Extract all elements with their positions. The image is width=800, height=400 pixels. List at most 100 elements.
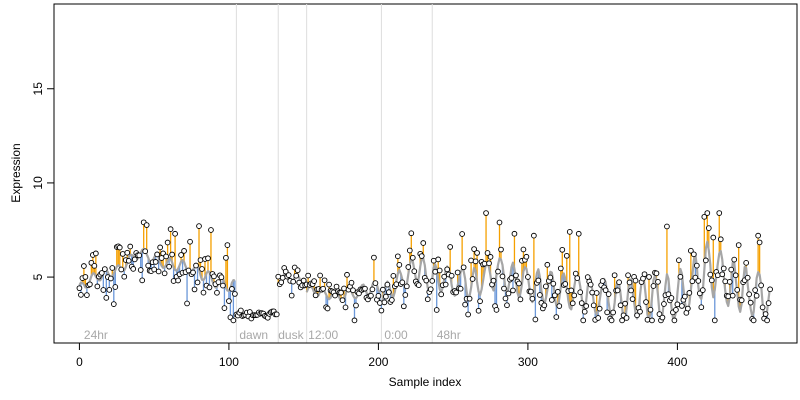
data-point	[647, 306, 654, 313]
data-point	[756, 239, 763, 246]
data-point	[418, 253, 425, 259]
data-point	[453, 289, 459, 296]
data-point	[688, 247, 694, 254]
data-point	[471, 246, 477, 252]
data-point	[726, 279, 733, 285]
data-point	[720, 265, 727, 272]
data-point	[516, 280, 522, 287]
data-point	[685, 305, 691, 312]
data-point	[427, 286, 434, 293]
data-point	[646, 274, 652, 280]
data-point	[405, 264, 412, 270]
data-point	[496, 219, 503, 226]
data-point	[161, 270, 168, 277]
data-point	[206, 284, 213, 291]
x-tick-label: 0	[76, 355, 83, 369]
data-point	[469, 276, 476, 282]
data-point	[510, 287, 516, 294]
data-point	[403, 283, 410, 290]
data-point	[731, 256, 738, 263]
data-point	[699, 287, 706, 293]
data-point	[224, 242, 231, 248]
data-point	[175, 277, 181, 284]
data-point	[542, 283, 549, 290]
data-point	[107, 275, 114, 282]
x-tick-label: 200	[368, 355, 388, 369]
data-point	[649, 317, 655, 324]
data-point	[716, 210, 723, 216]
data-point	[764, 317, 770, 324]
data-point	[294, 267, 301, 274]
data-point	[378, 307, 385, 314]
data-point	[196, 223, 202, 229]
data-point	[462, 301, 468, 308]
data-point	[273, 311, 280, 318]
data-point	[682, 293, 688, 300]
data-point	[554, 288, 561, 295]
data-point	[214, 289, 220, 296]
data-point	[753, 292, 760, 299]
data-point	[531, 232, 537, 239]
data-point	[537, 292, 543, 298]
data-point	[157, 244, 163, 251]
data-point	[653, 270, 660, 277]
data-point	[197, 257, 204, 263]
data-point	[411, 268, 418, 275]
data-point	[690, 251, 697, 258]
data-point	[457, 285, 464, 292]
data-point	[194, 279, 201, 286]
data-point	[559, 246, 566, 253]
data-point	[661, 301, 667, 307]
data-point	[101, 266, 108, 272]
data-point	[704, 210, 711, 216]
data-point	[625, 272, 631, 279]
data-point	[351, 317, 358, 324]
data-point	[181, 248, 187, 254]
data-point	[167, 226, 174, 233]
data-point	[454, 269, 461, 276]
data-point	[420, 240, 427, 246]
x-tick-label: 300	[518, 355, 538, 369]
data-point	[596, 305, 603, 312]
data-point	[380, 286, 386, 293]
data-point	[415, 282, 422, 288]
data-point	[406, 247, 413, 254]
data-point	[199, 266, 205, 272]
data-point	[394, 253, 401, 260]
data-points	[76, 210, 773, 324]
data-point	[112, 284, 119, 290]
data-point	[702, 257, 709, 264]
data-point	[628, 287, 634, 294]
data-point	[664, 223, 670, 230]
data-point	[288, 292, 295, 299]
data-point	[124, 249, 131, 256]
y-tick-label: 10	[31, 176, 45, 190]
data-point	[143, 222, 150, 228]
data-point	[629, 296, 636, 302]
data-point	[187, 238, 193, 245]
data-point	[127, 243, 134, 250]
data-point	[595, 315, 602, 321]
data-point	[752, 287, 758, 293]
data-point	[744, 274, 751, 281]
data-point	[155, 268, 162, 275]
data-point	[326, 281, 332, 288]
data-point	[208, 227, 214, 233]
phase-label: 48hr	[437, 328, 461, 342]
data-point	[508, 275, 515, 281]
data-point	[529, 295, 536, 302]
data-point	[433, 307, 440, 313]
data-point	[616, 279, 622, 286]
data-point	[368, 292, 374, 299]
data-point	[619, 317, 625, 324]
data-point	[275, 273, 282, 280]
data-point	[348, 279, 355, 286]
data-point	[583, 303, 590, 309]
data-point	[339, 297, 346, 303]
data-point	[610, 309, 616, 316]
data-point	[76, 285, 83, 292]
data-point	[523, 253, 530, 260]
data-point	[317, 272, 323, 279]
data-point	[82, 274, 89, 280]
data-point	[84, 292, 90, 298]
